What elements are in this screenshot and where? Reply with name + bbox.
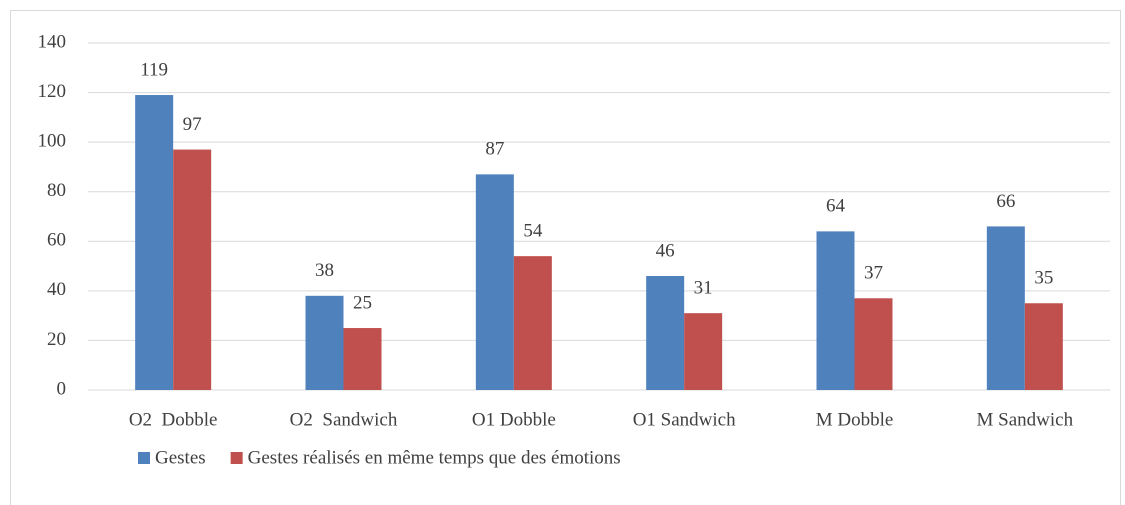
y-tick-label: 60 (47, 230, 66, 251)
bar (135, 95, 174, 391)
data-label: 46 (656, 240, 675, 261)
y-tick-label: 0 (57, 378, 67, 399)
y-tick-label: 140 (38, 31, 67, 52)
data-label: 35 (1034, 268, 1053, 289)
y-tick-label: 40 (47, 279, 66, 300)
data-label: 37 (864, 263, 883, 284)
data-label: 38 (315, 260, 334, 281)
data-label: 97 (183, 114, 202, 135)
y-tick-label: 100 (38, 131, 67, 152)
data-label: 54 (523, 221, 543, 242)
y-tick-label: 80 (47, 180, 66, 201)
legend-label: Gestes (155, 447, 206, 468)
data-label: 25 (353, 292, 372, 313)
legend-swatch (230, 452, 243, 464)
x-tick-label: M Sandwich (977, 409, 1074, 430)
legend-swatch (138, 452, 150, 464)
bar (475, 174, 514, 390)
bar (986, 226, 1025, 390)
data-label: 119 (140, 59, 168, 80)
data-label: 66 (996, 191, 1015, 212)
x-tick-label: O1 Dobble (472, 409, 556, 430)
legend-label: Gestes réalisés en même temps que des ém… (248, 447, 621, 468)
bar (173, 149, 212, 390)
bar (854, 298, 893, 390)
bar (684, 313, 723, 390)
bar (1024, 303, 1063, 390)
bar (816, 231, 855, 390)
x-tick-label: O2 Sandwich (290, 409, 398, 430)
data-label: 64 (826, 196, 846, 217)
bar (343, 328, 382, 390)
y-tick-label: 120 (38, 81, 67, 102)
bar (646, 275, 685, 390)
bar (305, 295, 344, 390)
x-tick-label: M Dobble (816, 409, 894, 430)
data-label: 31 (694, 278, 713, 299)
data-label: 87 (485, 139, 504, 160)
bar (513, 256, 552, 390)
x-tick-label: O2 Dobble (129, 409, 218, 430)
y-tick-label: 20 (47, 329, 66, 350)
x-tick-label: O1 Sandwich (633, 409, 736, 430)
